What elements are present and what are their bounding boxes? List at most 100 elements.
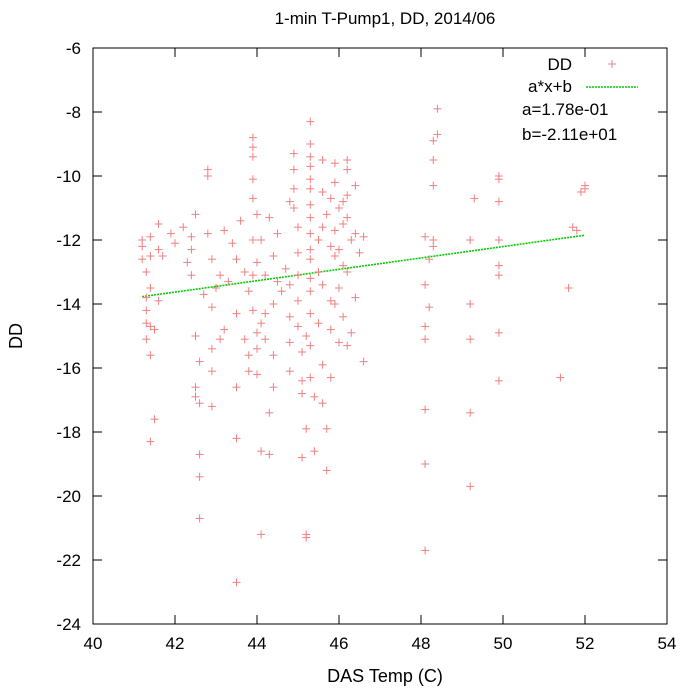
- scatter-point: [191, 383, 200, 392]
- y-tick-label: -20: [56, 487, 81, 506]
- scatter-point: [269, 351, 278, 360]
- scatter-point: [244, 287, 253, 296]
- x-axis-label: DAS Temp (C): [327, 666, 443, 686]
- scatter-point: [248, 133, 257, 142]
- scatter-point: [207, 402, 216, 411]
- scatter-point: [351, 293, 360, 302]
- scatter-point: [294, 296, 302, 305]
- scatter-point: [343, 156, 352, 164]
- scatter-point: [298, 453, 307, 462]
- scatter-point: [146, 284, 155, 292]
- legend-label-fit: a*x+b: [528, 77, 572, 96]
- scatter-point: [265, 213, 274, 222]
- scatter-point: [347, 236, 356, 244]
- scatter-point: [138, 242, 147, 251]
- scatter-point: [158, 252, 167, 260]
- x-tick-label: 44: [248, 634, 267, 653]
- scatter-point: [339, 312, 348, 321]
- scatter-point: [220, 325, 229, 334]
- scatter-point: [347, 328, 356, 337]
- scatter-point: [289, 165, 298, 174]
- y-tick-label: -8: [66, 103, 81, 122]
- scatter-points-layer: [138, 104, 589, 587]
- scatter-point: [343, 165, 352, 174]
- scatter-point: [216, 335, 225, 344]
- scatter-point: [314, 268, 323, 276]
- scatter-point: [359, 357, 368, 366]
- scatter-point: [494, 197, 503, 206]
- scatter-point: [318, 188, 327, 196]
- scatter-point: [248, 152, 257, 161]
- scatter-point: [572, 226, 581, 235]
- scatter-point: [146, 252, 155, 260]
- scatter-point: [195, 450, 204, 459]
- scatter-point: [154, 245, 163, 254]
- scatter-point: [425, 303, 434, 312]
- scatter-point: [183, 258, 192, 267]
- scatter-point: [322, 424, 331, 433]
- scatter-point: [191, 392, 200, 401]
- scatter-point: [322, 210, 331, 219]
- axis-ticks: [92, 47, 668, 625]
- scatter-point: [306, 373, 315, 382]
- scatter-point: [150, 325, 159, 334]
- scatter-point: [207, 255, 216, 264]
- scatter-point: [343, 213, 352, 222]
- scatter-point: [269, 252, 278, 260]
- scatter-point: [281, 264, 290, 273]
- scatter-point: [351, 181, 360, 190]
- scatter-point: [330, 226, 339, 235]
- scatter-point: [343, 341, 352, 350]
- scatter-point: [154, 220, 163, 228]
- legend: DD a*x+b a=1.78e-01 b=-2.11e+01: [522, 55, 638, 144]
- legend-label-dd: DD: [547, 55, 572, 74]
- y-axis-label: DD: [6, 323, 26, 349]
- scatter-point: [339, 197, 348, 206]
- scatter-point: [294, 223, 302, 232]
- scatter-point: [285, 280, 294, 289]
- scatter-point: [306, 287, 315, 296]
- scatter-point: [240, 268, 249, 276]
- scatter-point: [244, 351, 253, 360]
- scatter-point: [142, 293, 151, 302]
- chart-title: 1-min T-Pump1, DD, 2014/06: [275, 9, 496, 28]
- scatter-point: [298, 389, 307, 398]
- scatter-point: [494, 175, 503, 184]
- scatter-point: [556, 373, 565, 382]
- scatter-point: [146, 437, 155, 446]
- scatter-point: [330, 300, 339, 308]
- scatter-point: [146, 322, 155, 331]
- scatter-point: [294, 271, 302, 280]
- scatter-point: [273, 277, 282, 286]
- scatter-point: [248, 194, 257, 203]
- scatter-point: [359, 232, 368, 241]
- scatter-point: [265, 408, 274, 417]
- scatter-point: [318, 280, 327, 289]
- scatter-point: [289, 149, 298, 158]
- scatter-point: [306, 117, 315, 126]
- scatter-point: [224, 277, 233, 286]
- scatter-point: [191, 332, 200, 340]
- scatter-point: [306, 140, 315, 148]
- tick-labels: 40 42 44 46 48 50 52 54 -24 -22 -20 -18 -16 -14 -12 -10…: [56, 39, 676, 653]
- scatter-point: [142, 335, 151, 344]
- scatter-point: [306, 152, 315, 161]
- scatter-point: [199, 290, 208, 299]
- scatter-point: [248, 236, 257, 244]
- scatter-point: [355, 248, 364, 257]
- scatter-point: [343, 191, 352, 200]
- scatter-point: [212, 284, 220, 292]
- scatter-point: [351, 229, 360, 238]
- scatter-point: [326, 194, 335, 203]
- scatter-point: [494, 261, 503, 270]
- scatter-point: [494, 236, 503, 244]
- scatter-point: [187, 271, 196, 280]
- scatter-point: [257, 530, 266, 539]
- scatter-point: [248, 175, 257, 184]
- scatter-point: [318, 360, 327, 369]
- scatter-point: [187, 245, 196, 254]
- scatter-point: [298, 348, 307, 356]
- y-tick-label: -16: [56, 359, 81, 378]
- scatter-point: [240, 335, 249, 344]
- scatter-point: [564, 284, 573, 292]
